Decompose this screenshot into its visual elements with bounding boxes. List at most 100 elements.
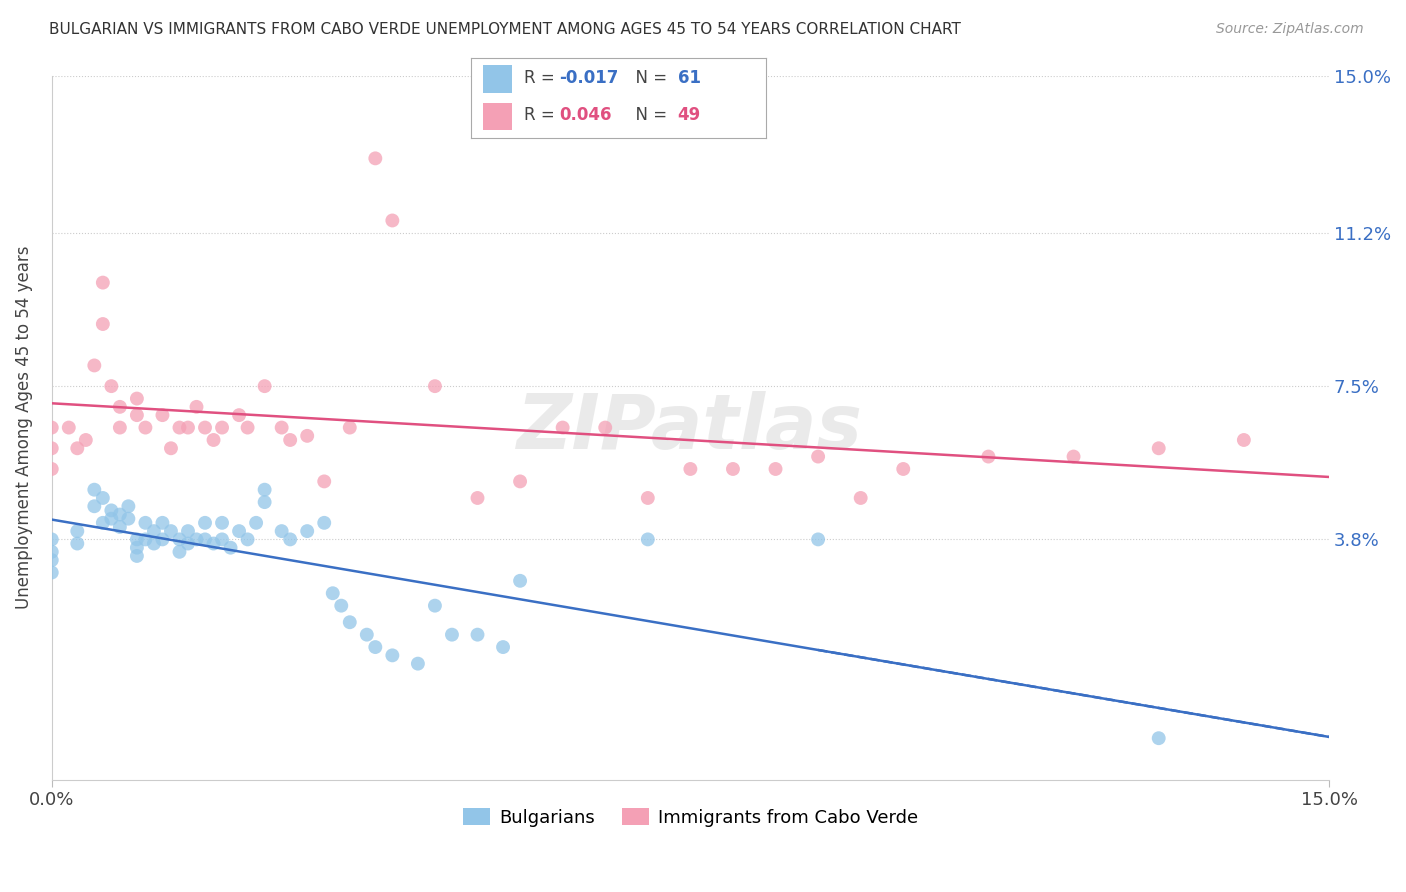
Point — [169, 545, 191, 559]
Point — [100, 511, 122, 525]
Point — [219, 541, 242, 555]
Point — [108, 420, 131, 434]
Point — [1233, 433, 1256, 447]
Point — [169, 533, 191, 547]
Point — [330, 599, 353, 613]
Point — [423, 379, 446, 393]
FancyBboxPatch shape — [482, 65, 512, 93]
Point — [58, 420, 80, 434]
Point — [117, 500, 139, 514]
Point — [253, 495, 276, 509]
Point — [278, 433, 301, 447]
Point — [91, 491, 114, 505]
Point — [211, 516, 233, 530]
Text: Source: ZipAtlas.com: Source: ZipAtlas.com — [1216, 22, 1364, 37]
Point — [977, 450, 1000, 464]
Point — [381, 213, 404, 227]
Point — [637, 533, 659, 547]
Point — [381, 648, 404, 663]
Point — [314, 516, 336, 530]
Point — [406, 657, 429, 671]
Text: 61: 61 — [678, 70, 700, 87]
Point — [134, 516, 156, 530]
Y-axis label: Unemployment Among Ages 45 to 54 years: Unemployment Among Ages 45 to 54 years — [15, 246, 32, 609]
Point — [169, 420, 191, 434]
Point — [1063, 450, 1085, 464]
Point — [807, 450, 830, 464]
Point — [891, 462, 914, 476]
Point — [91, 317, 114, 331]
Point — [134, 420, 156, 434]
Point — [807, 533, 830, 547]
Point — [339, 615, 361, 630]
Point — [364, 640, 387, 654]
Text: -0.017: -0.017 — [560, 70, 619, 87]
Point — [228, 524, 250, 538]
Point — [551, 420, 574, 434]
Point — [253, 379, 276, 393]
Point — [142, 524, 165, 538]
Point — [75, 433, 97, 447]
Point — [66, 524, 89, 538]
Point — [125, 392, 148, 406]
Point — [160, 524, 183, 538]
Point — [295, 429, 318, 443]
Point — [134, 533, 156, 547]
Point — [125, 541, 148, 555]
Point — [509, 475, 531, 489]
Point — [228, 408, 250, 422]
Point — [66, 536, 89, 550]
Point — [100, 379, 122, 393]
Point — [467, 491, 489, 505]
FancyBboxPatch shape — [482, 103, 512, 130]
Point — [314, 475, 336, 489]
Point — [194, 533, 217, 547]
Point — [125, 533, 148, 547]
Point — [270, 420, 292, 434]
Point — [108, 508, 131, 522]
Point — [440, 627, 463, 641]
Text: R =: R = — [524, 106, 560, 124]
Point — [236, 533, 259, 547]
Point — [194, 516, 217, 530]
Point — [593, 420, 616, 434]
Point — [91, 516, 114, 530]
Point — [41, 553, 63, 567]
Point — [186, 400, 208, 414]
Point — [160, 442, 183, 456]
Point — [91, 276, 114, 290]
Point — [177, 536, 200, 550]
Point — [152, 408, 174, 422]
Text: ZIPatlas: ZIPatlas — [517, 391, 863, 465]
Text: R =: R = — [524, 70, 560, 87]
Point — [509, 574, 531, 588]
Text: 0.046: 0.046 — [560, 106, 612, 124]
Point — [117, 511, 139, 525]
Point — [142, 536, 165, 550]
Point — [41, 545, 63, 559]
Point — [66, 442, 89, 456]
Text: N =: N = — [624, 70, 672, 87]
Text: BULGARIAN VS IMMIGRANTS FROM CABO VERDE UNEMPLOYMENT AMONG AGES 45 TO 54 YEARS C: BULGARIAN VS IMMIGRANTS FROM CABO VERDE … — [49, 22, 962, 37]
Point — [41, 462, 63, 476]
Point — [177, 524, 200, 538]
Legend: Bulgarians, Immigrants from Cabo Verde: Bulgarians, Immigrants from Cabo Verde — [456, 801, 925, 834]
Point — [41, 566, 63, 580]
Point — [295, 524, 318, 538]
Point — [245, 516, 267, 530]
Point — [211, 420, 233, 434]
Point — [186, 533, 208, 547]
Point — [253, 483, 276, 497]
Point — [236, 420, 259, 434]
Point — [177, 420, 200, 434]
Point — [125, 549, 148, 563]
Text: N =: N = — [624, 106, 672, 124]
Point — [108, 400, 131, 414]
Point — [721, 462, 744, 476]
Point — [637, 491, 659, 505]
Point — [41, 420, 63, 434]
Point — [202, 536, 225, 550]
Point — [679, 462, 702, 476]
Point — [83, 500, 105, 514]
Point — [152, 533, 174, 547]
